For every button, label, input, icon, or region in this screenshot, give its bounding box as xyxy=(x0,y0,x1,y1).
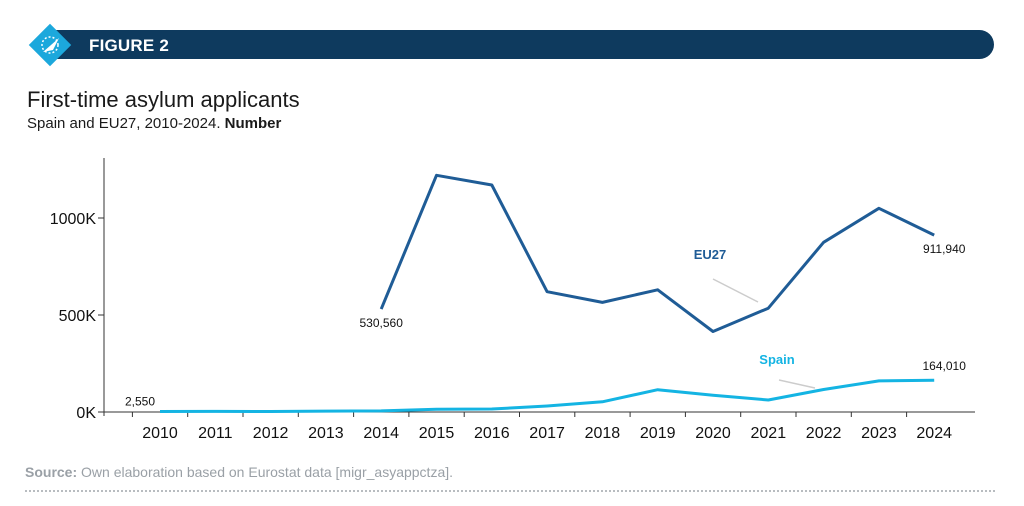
eu-star-logo-icon xyxy=(28,23,72,67)
series-label-eu27: EU27 xyxy=(694,247,727,262)
data-label: 530,560 xyxy=(360,316,404,330)
x-tick-label: 2011 xyxy=(198,425,233,442)
x-tick-label: 2021 xyxy=(751,425,787,442)
y-tick-label: 1000K xyxy=(50,211,97,228)
x-tick-label: 2012 xyxy=(253,425,289,442)
x-tick-label: 2018 xyxy=(585,425,621,442)
data-label: 2,550 xyxy=(125,395,155,409)
x-tick-label: 2023 xyxy=(861,425,897,442)
footer-divider xyxy=(25,490,995,492)
x-tick-label: 2014 xyxy=(363,425,399,442)
spain-leader-line xyxy=(778,379,816,389)
source-note: Source: Own elaboration based on Eurosta… xyxy=(25,464,453,480)
subtitle-text: Spain and EU27, 2010-2024. xyxy=(27,115,221,132)
eu27-leader-line xyxy=(712,278,759,303)
data-label: 164,010 xyxy=(923,359,967,373)
y-tick-label: 500K xyxy=(59,308,97,325)
series-line-eu27 xyxy=(379,173,935,333)
series-label-spain: Spain xyxy=(759,352,794,367)
figure-header-bar xyxy=(56,30,994,59)
chart-subtitle: Spain and EU27, 2010-2024. Number xyxy=(27,115,281,132)
source-label: Source: xyxy=(25,464,78,480)
x-tick-label: 2017 xyxy=(529,425,565,442)
x-tick-label: 2019 xyxy=(640,425,676,442)
figure-label: FIGURE 2 xyxy=(89,36,170,55)
subtitle-unit: Number xyxy=(224,115,282,132)
x-tick-label: 2024 xyxy=(916,425,952,442)
x-tick-label: 2022 xyxy=(806,425,842,442)
x-tick-label: 2010 xyxy=(142,425,178,442)
x-tick-label: 2015 xyxy=(419,425,455,442)
series-line-spain xyxy=(159,378,935,413)
source-text: Own elaboration based on Eurostat data [… xyxy=(81,464,454,480)
line-chart: 0K 500K 1000K 2010 2011 2012 2013 2014 2015 2016 2… xyxy=(50,158,975,442)
y-tick-label: 0K xyxy=(76,405,96,422)
x-tick-label: 2020 xyxy=(695,425,731,442)
chart-title: First-time asylum applicants xyxy=(27,87,300,112)
x-tick-label: 2016 xyxy=(474,425,510,442)
data-label: 911,940 xyxy=(923,242,966,256)
x-tick-label: 2013 xyxy=(308,425,344,442)
